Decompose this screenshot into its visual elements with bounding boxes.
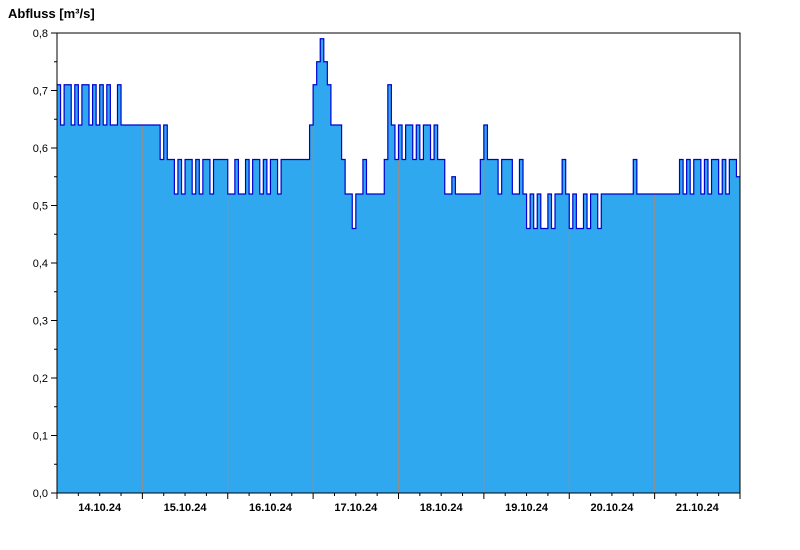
x-tick-label: 17.10.24 — [334, 502, 378, 514]
y-tick-label: 0,4 — [33, 258, 48, 270]
x-tick-label: 14.10.24 — [78, 502, 122, 514]
chart-title: Abfluss [m³/s] — [8, 6, 95, 21]
series-line — [57, 38, 740, 230]
y-tick-label: 0,0 — [33, 488, 48, 500]
x-tick-label: 16.10.24 — [249, 502, 293, 514]
x-tick-label: 21.10.24 — [676, 502, 720, 514]
x-tick-label: 19.10.24 — [505, 502, 549, 514]
x-tick-label: 18.10.24 — [420, 502, 464, 514]
y-tick-label: 0,7 — [33, 86, 48, 98]
y-tick-label: 0,1 — [33, 431, 48, 443]
y-tick-label: 0,6 — [33, 143, 48, 155]
x-tick-label: 15.10.24 — [164, 502, 208, 514]
y-tick-label: 0,8 — [33, 28, 48, 40]
x-tick-label: 20.10.24 — [591, 502, 635, 514]
y-tick-label: 0,3 — [33, 316, 48, 328]
y-tick-label: 0,5 — [33, 201, 48, 213]
y-tick-label: 0,2 — [33, 373, 48, 385]
